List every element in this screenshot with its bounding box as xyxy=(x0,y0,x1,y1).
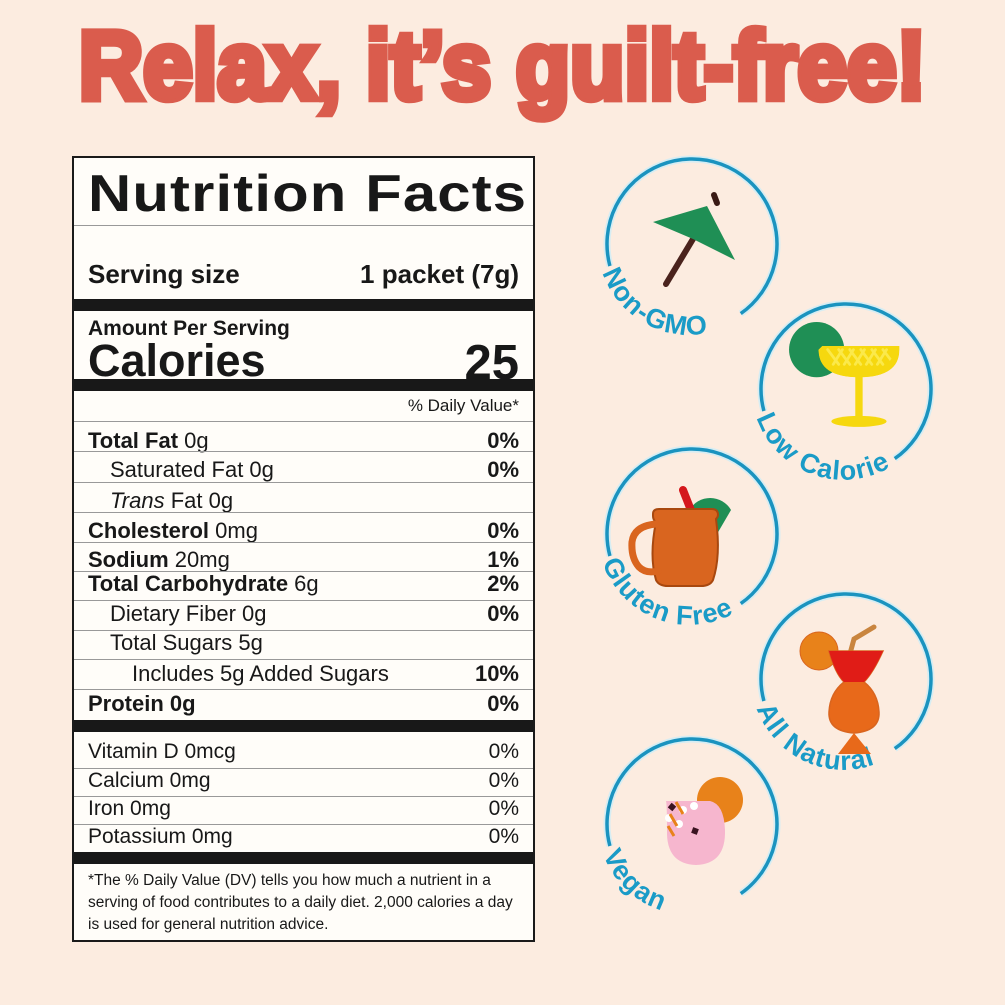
svg-text:Non-GMO: Non-GMO xyxy=(597,263,709,342)
svg-text:Vegan: Vegan xyxy=(597,844,671,916)
